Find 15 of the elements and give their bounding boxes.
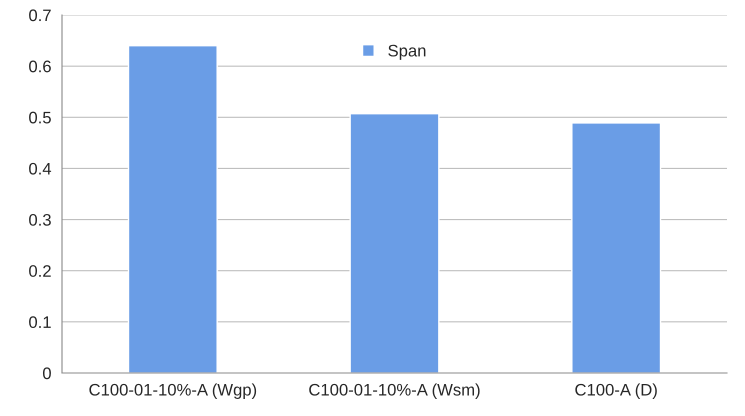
y-tick-label: 0.6 [29, 60, 51, 72]
y-tick-label: 0.1 [29, 316, 51, 328]
y-tick-label: 0.5 [29, 112, 51, 124]
y-tick-label: 0.3 [29, 214, 51, 226]
bar [571, 122, 662, 373]
bar [349, 113, 440, 373]
y-tick-label: 0.4 [29, 162, 52, 175]
legend-label: Span [388, 44, 426, 60]
y-tick-label: 0.7 [29, 9, 51, 22]
bar [128, 44, 218, 373]
x-tick-label: C100-01-10%-A (Wgp) [89, 383, 256, 399]
x-tick-label: C100-A (D) [575, 383, 657, 399]
y-tick-label: 0.2 [29, 265, 51, 277]
y-tick-label: 0 [42, 367, 51, 380]
x-tick-label: C100-01-10%-A (Wsm) [309, 383, 480, 399]
